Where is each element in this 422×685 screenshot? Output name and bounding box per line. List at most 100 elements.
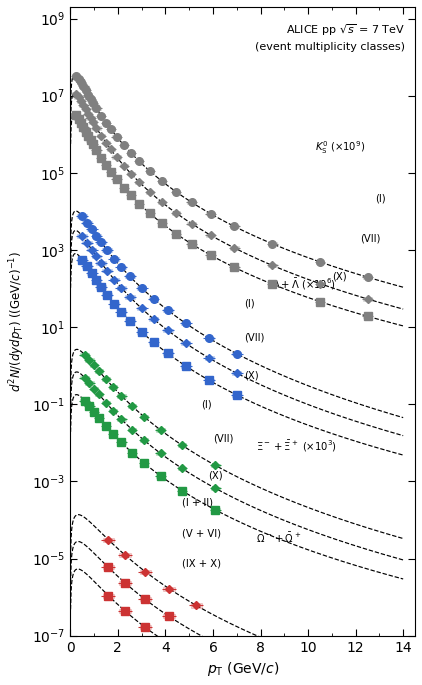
Bar [146, 190, 154, 194]
Bar [230, 266, 238, 269]
Bar [158, 222, 166, 225]
Bar [90, 364, 98, 367]
Bar [191, 603, 202, 608]
Bar [92, 234, 101, 238]
Bar [140, 415, 148, 419]
Bar [72, 75, 81, 77]
Bar [72, 114, 81, 117]
Bar [172, 232, 180, 236]
Bar [78, 258, 87, 262]
Bar [119, 164, 128, 167]
Bar [74, 77, 83, 80]
Text: ALICE pp $\sqrt{s}$ = 7 TeV
(event multiplicity classes): ALICE pp $\sqrt{s}$ = 7 TeV (event multi… [255, 23, 405, 51]
Bar [125, 275, 135, 278]
Bar [268, 242, 276, 245]
Bar [172, 190, 180, 193]
Bar [97, 285, 106, 288]
Bar [157, 451, 165, 456]
Bar [84, 134, 92, 138]
Bar [181, 321, 190, 325]
Bar [125, 319, 135, 322]
Bar [87, 97, 95, 100]
Bar [113, 155, 121, 159]
Text: (IX + X): (IX + X) [182, 558, 221, 569]
Bar [178, 466, 186, 470]
Bar [106, 127, 115, 131]
Bar [92, 127, 101, 129]
Bar [363, 297, 372, 301]
Bar [187, 222, 196, 225]
Bar [116, 310, 126, 314]
Bar [117, 440, 126, 444]
Bar [187, 242, 196, 245]
Bar [158, 201, 166, 204]
Bar [110, 278, 119, 282]
Bar [81, 376, 89, 379]
Bar [128, 451, 136, 454]
Bar [116, 286, 126, 290]
Bar [81, 353, 89, 356]
Bar [140, 461, 148, 464]
Bar [97, 134, 106, 137]
Bar [316, 300, 324, 303]
Bar [178, 443, 186, 447]
Bar [113, 135, 121, 138]
Bar [163, 586, 175, 590]
Bar [110, 258, 119, 261]
Bar [135, 181, 143, 184]
Bar [102, 401, 110, 404]
Bar [97, 240, 106, 244]
Text: $\Omega^- + \bar{\Omega}^+$: $\Omega^- + \bar{\Omega}^+$ [256, 530, 301, 545]
Bar [81, 399, 89, 402]
Bar [137, 307, 146, 310]
Bar [79, 125, 88, 129]
Bar [127, 151, 135, 155]
Bar [92, 107, 101, 110]
Text: (I + II): (I + II) [182, 498, 213, 508]
Bar [119, 609, 131, 613]
Bar [206, 253, 215, 257]
Bar [119, 581, 131, 585]
Text: (VII): (VII) [360, 234, 381, 243]
Y-axis label: $d^2N/(dydp_{\mathrm{T}})$ ((GeV/$c$)$^{-1}$): $d^2N/(dydp_{\mathrm{T}})$ ((GeV/$c$)$^{… [7, 251, 27, 392]
Bar [102, 121, 110, 124]
Bar [92, 149, 101, 152]
Bar [95, 369, 103, 373]
Bar [102, 141, 110, 145]
Bar [109, 409, 117, 412]
Bar [232, 371, 241, 375]
Bar [116, 266, 126, 269]
Bar [205, 379, 214, 382]
Bar [77, 99, 85, 103]
Bar [363, 275, 372, 279]
Bar [149, 340, 158, 344]
Bar [87, 116, 95, 120]
Bar [77, 121, 85, 125]
Bar [102, 377, 110, 381]
Bar [211, 464, 219, 467]
Bar [157, 428, 165, 432]
Bar [181, 364, 190, 368]
Bar [140, 569, 151, 573]
Bar [163, 308, 173, 312]
Bar [103, 249, 112, 252]
Bar [137, 330, 146, 334]
X-axis label: $p_{\mathrm{T}}$ (GeV/$c$): $p_{\mathrm{T}}$ (GeV/$c$) [206, 660, 279, 678]
Bar [95, 393, 103, 396]
Bar [125, 295, 135, 299]
Bar [316, 282, 324, 285]
Text: $\Lambda + \bar{\Lambda}$ ($\times$10$^6$): $\Lambda + \bar{\Lambda}$ ($\times$10$^6… [273, 277, 336, 292]
Bar [74, 117, 83, 121]
Bar [230, 225, 238, 228]
Bar [146, 212, 154, 215]
Bar [206, 212, 215, 215]
Bar [78, 234, 87, 238]
Bar [95, 416, 103, 419]
Bar [117, 394, 126, 397]
Bar [109, 386, 117, 389]
Text: (X): (X) [208, 471, 223, 481]
Bar [119, 186, 128, 189]
Bar [85, 404, 94, 408]
Bar [140, 438, 148, 442]
Bar [90, 410, 98, 414]
